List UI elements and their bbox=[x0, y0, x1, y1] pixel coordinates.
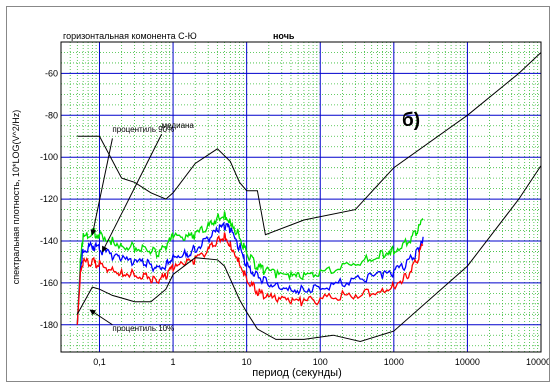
plot-border bbox=[60, 41, 542, 353]
series-line-3 bbox=[77, 52, 542, 236]
series-layer bbox=[76, 52, 542, 343]
annotation-arrow bbox=[102, 133, 163, 253]
x-tick-labels: 0,1 1 10 100 1000 10000 100000 bbox=[93, 357, 556, 367]
chart-title: горизонтальная комонента С-Ю bbox=[63, 31, 197, 41]
series-line-1 bbox=[76, 221, 424, 325]
y-axis-label: спектральная плотность, 10*LOG(V^2/Hz) bbox=[11, 110, 21, 285]
x-axis-label: период (секунды) bbox=[252, 367, 341, 379]
chart-frame: процентиль 90% медиана процентиль 10% 0,1 1… bbox=[6, 6, 556, 382]
annotation-layer: процентиль 90%медиана процентиль 10% bbox=[89, 121, 195, 333]
panel-label: б) bbox=[402, 110, 420, 131]
y-tick-label: -120 bbox=[40, 194, 58, 204]
y-tick-label: -180 bbox=[40, 320, 58, 330]
y-tick-label: -80 bbox=[45, 110, 58, 120]
annotation-label: процентиль 10% bbox=[112, 324, 174, 333]
series-line-0 bbox=[76, 211, 424, 325]
grid-minor bbox=[61, 42, 541, 352]
chart: процентиль 90%медиана процентиль 10% 0,1 1… bbox=[11, 31, 556, 379]
x-tick-label: 0,1 bbox=[93, 357, 106, 367]
y-tick-labels: -60 -80 -100 -120 -140 -160 -180 bbox=[40, 68, 58, 329]
series-line-4 bbox=[76, 165, 542, 343]
annotation-label: процентиль 90% bbox=[112, 125, 174, 134]
y-tick-label: -100 bbox=[40, 152, 58, 162]
y-tick-label: -160 bbox=[40, 278, 58, 288]
annotation-label: медиана bbox=[162, 121, 195, 130]
annotation-arrow bbox=[89, 309, 113, 326]
x-tick-label: 100000 bbox=[526, 357, 549, 367]
series-line-2 bbox=[76, 232, 424, 325]
y-tick-label: -60 bbox=[45, 68, 58, 78]
x-tick-label: 10 bbox=[242, 357, 252, 367]
annotation-arrow bbox=[90, 138, 113, 236]
x-tick-label: 100 bbox=[313, 357, 328, 367]
x-tick-label: 1000 bbox=[384, 357, 404, 367]
y-tick-label: -140 bbox=[40, 236, 58, 246]
x-tick-label: 1 bbox=[171, 357, 176, 367]
x-tick-label: 10000 bbox=[455, 357, 480, 367]
chart-subtitle: ночь bbox=[273, 31, 295, 41]
